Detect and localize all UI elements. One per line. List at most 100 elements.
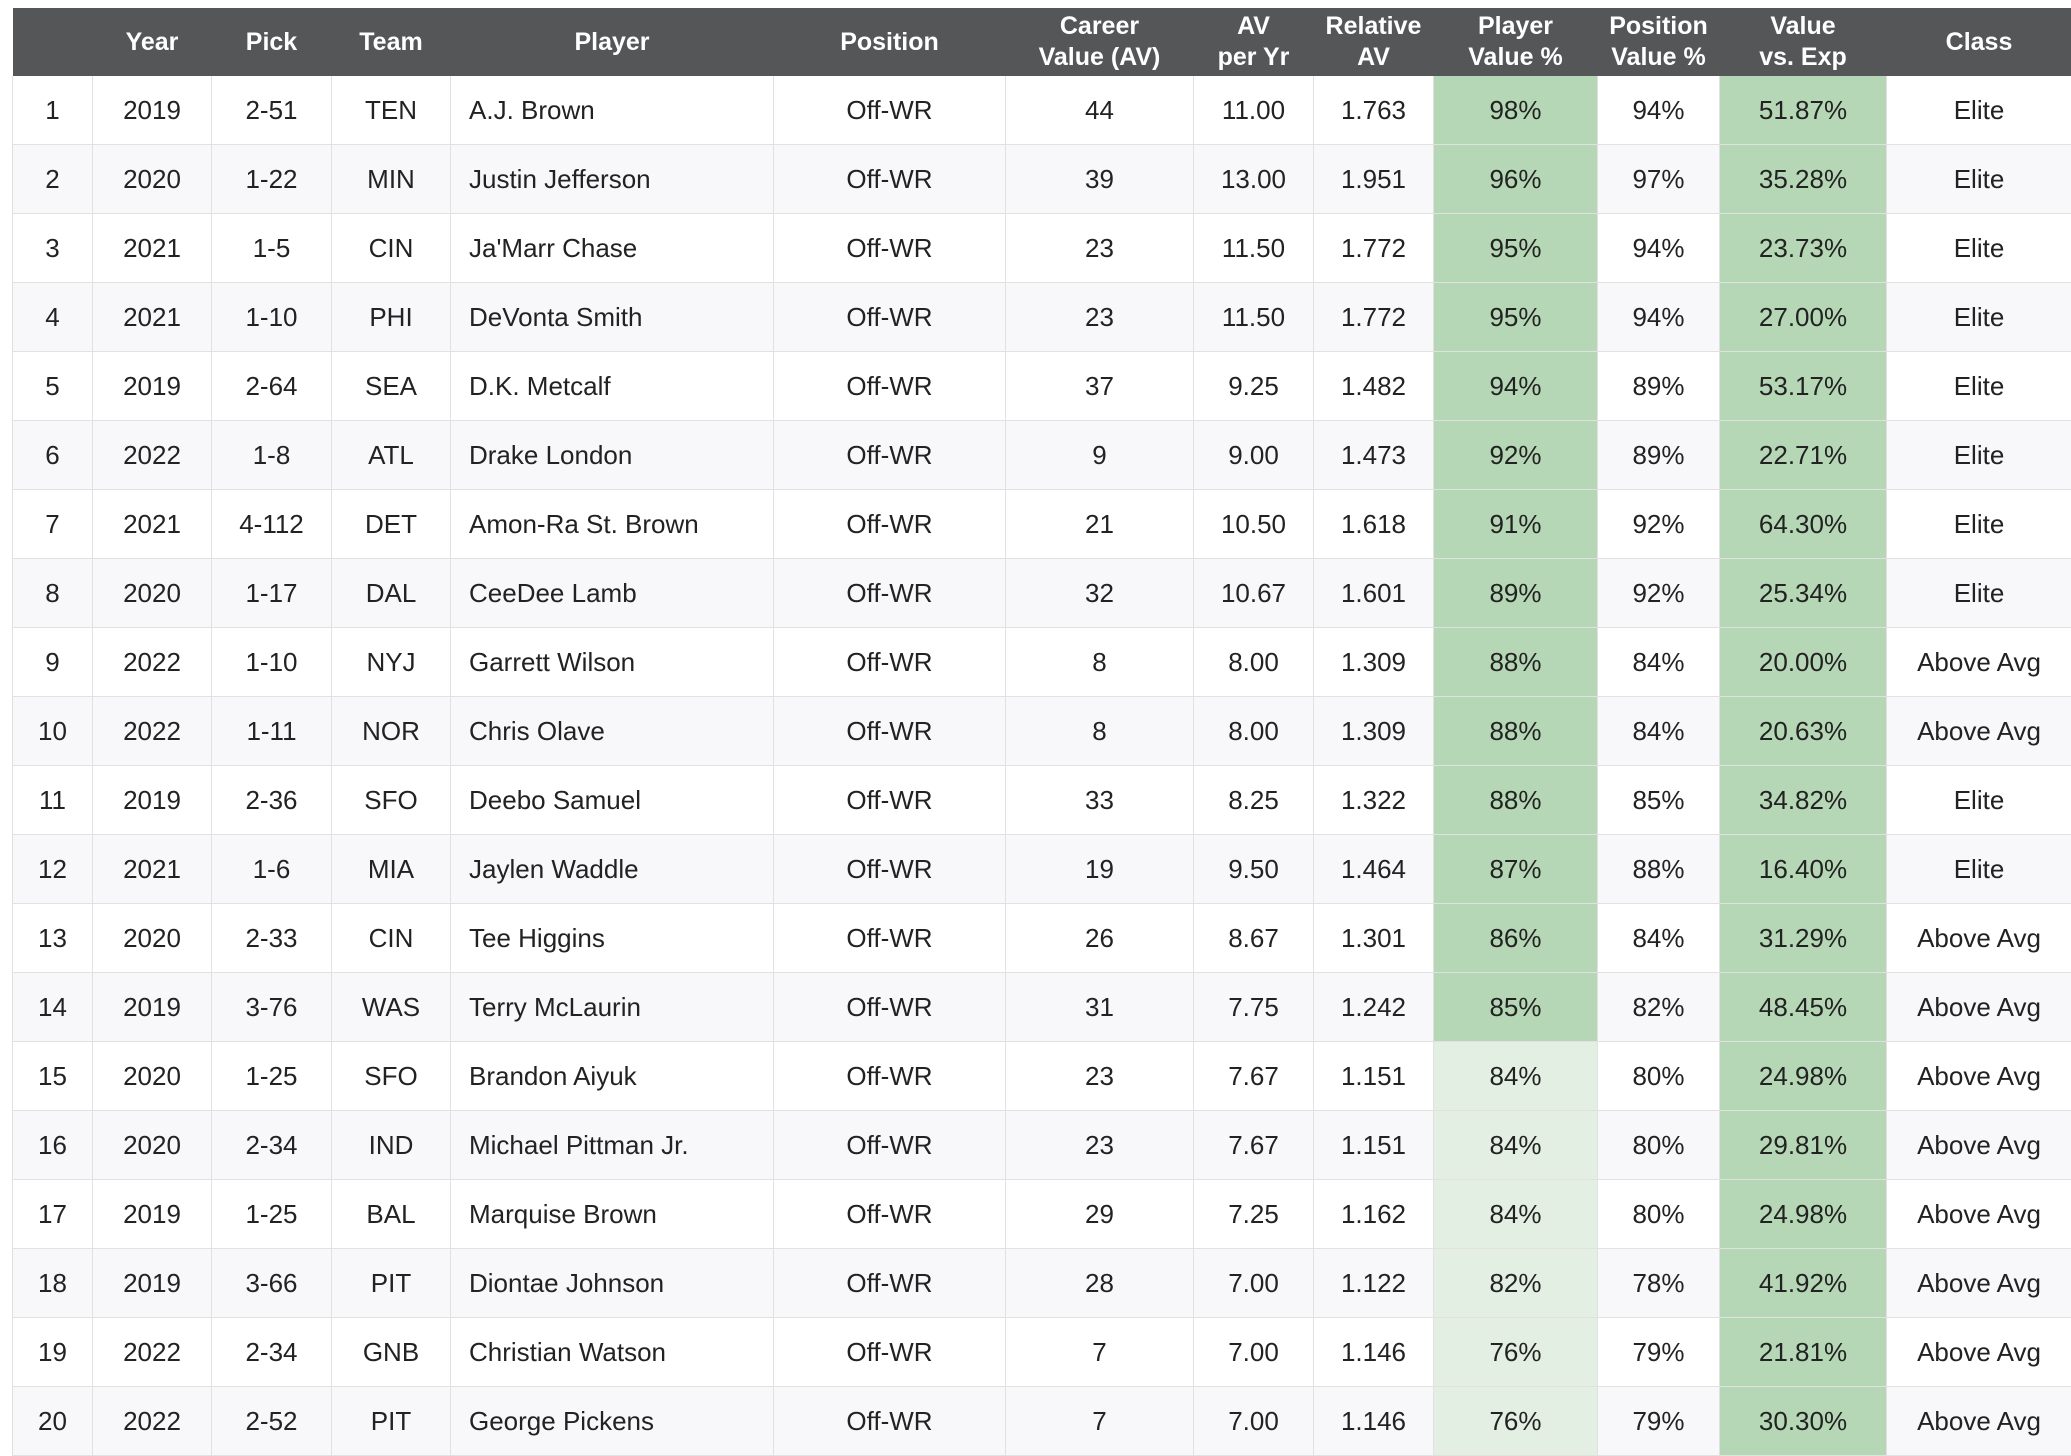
cell-career-value: 39 (1006, 145, 1194, 214)
cell-value-vs-exp: 30.30% (1720, 1387, 1887, 1456)
cell-rank: 18 (13, 1249, 93, 1318)
cell-year: 2022 (93, 1387, 212, 1456)
cell-position: Off-WR (774, 697, 1006, 766)
cell-player: Marquise Brown (451, 1180, 774, 1249)
cell-value-vs-exp: 20.63% (1720, 697, 1887, 766)
cell-av-per-year: 7.67 (1194, 1042, 1314, 1111)
cell-pick: 1-10 (212, 283, 332, 352)
cell-av-per-year: 7.75 (1194, 973, 1314, 1042)
column-header-label: Player (574, 28, 649, 56)
cell-team: NYJ (332, 628, 451, 697)
cell-value-vs-exp: 16.40% (1720, 835, 1887, 904)
cell-pick: 4-112 (212, 490, 332, 559)
cell-value-vs-exp: 21.81% (1720, 1318, 1887, 1387)
cell-value-vs-exp: 53.17% (1720, 352, 1887, 421)
cell-position: Off-WR (774, 559, 1006, 628)
cell-year: 2019 (93, 1249, 212, 1318)
cell-position: Off-WR (774, 283, 1006, 352)
cell-class: Elite (1887, 145, 2071, 214)
cell-team: SEA (332, 352, 451, 421)
cell-rank: 7 (13, 490, 93, 559)
cell-team: PIT (332, 1249, 451, 1318)
cell-position-value-pct: 89% (1598, 421, 1720, 490)
cell-class: Above Avg (1887, 1318, 2071, 1387)
cell-position-value-pct: 80% (1598, 1042, 1720, 1111)
cell-class: Above Avg (1887, 628, 2071, 697)
cell-rank: 4 (13, 283, 93, 352)
cell-career-value: 44 (1006, 76, 1194, 145)
cell-value-vs-exp: 25.34% (1720, 559, 1887, 628)
column-header-rank (13, 8, 93, 76)
cell-rank: 3 (13, 214, 93, 283)
cell-class: Above Avg (1887, 1249, 2071, 1318)
cell-pick: 1-11 (212, 697, 332, 766)
cell-position-value-pct: 80% (1598, 1180, 1720, 1249)
cell-rank: 11 (13, 766, 93, 835)
cell-career-value: 32 (1006, 559, 1194, 628)
column-header-label: Position (1609, 12, 1708, 40)
cell-team: CIN (332, 214, 451, 283)
cell-class: Elite (1887, 421, 2071, 490)
cell-av-per-year: 8.25 (1194, 766, 1314, 835)
cell-pick: 3-76 (212, 973, 332, 1042)
cell-year: 2019 (93, 766, 212, 835)
cell-class: Above Avg (1887, 697, 2071, 766)
column-header-label: Career (1060, 12, 1139, 40)
cell-position: Off-WR (774, 1042, 1006, 1111)
cell-class: Elite (1887, 835, 2071, 904)
cell-class: Elite (1887, 490, 2071, 559)
cell-av-per-year: 9.50 (1194, 835, 1314, 904)
cell-position-value-pct: 79% (1598, 1387, 1720, 1456)
cell-position: Off-WR (774, 145, 1006, 214)
cell-player: Diontae Johnson (451, 1249, 774, 1318)
cell-rank: 5 (13, 352, 93, 421)
cell-team: DET (332, 490, 451, 559)
cell-position: Off-WR (774, 904, 1006, 973)
cell-career-value: 23 (1006, 1042, 1194, 1111)
cell-player: Michael Pittman Jr. (451, 1111, 774, 1180)
cell-av-per-year: 9.00 (1194, 421, 1314, 490)
cell-position: Off-WR (774, 1111, 1006, 1180)
cell-player: Christian Watson (451, 1318, 774, 1387)
cell-team: WAS (332, 973, 451, 1042)
cell-position: Off-WR (774, 835, 1006, 904)
cell-av-per-year: 10.50 (1194, 490, 1314, 559)
cell-year: 2019 (93, 1180, 212, 1249)
cell-team: GNB (332, 1318, 451, 1387)
cell-pick: 1-6 (212, 835, 332, 904)
column-header-position: Position (774, 8, 1006, 76)
cell-relative-av: 1.146 (1314, 1318, 1434, 1387)
cell-player: Drake London (451, 421, 774, 490)
cell-rank: 2 (13, 145, 93, 214)
cell-year: 2021 (93, 283, 212, 352)
cell-relative-av: 1.772 (1314, 283, 1434, 352)
cell-relative-av: 1.464 (1314, 835, 1434, 904)
cell-career-value: 28 (1006, 1249, 1194, 1318)
cell-class: Elite (1887, 214, 2071, 283)
cell-rank: 1 (13, 76, 93, 145)
column-header-label: Pick (246, 28, 297, 56)
cell-position: Off-WR (774, 973, 1006, 1042)
cell-player-value-pct: 84% (1434, 1042, 1598, 1111)
cell-player-value-pct: 95% (1434, 283, 1598, 352)
cell-position: Off-WR (774, 352, 1006, 421)
cell-pick: 2-36 (212, 766, 332, 835)
cell-position: Off-WR (774, 1180, 1006, 1249)
cell-year: 2020 (93, 559, 212, 628)
cell-value-vs-exp: 31.29% (1720, 904, 1887, 973)
cell-value-vs-exp: 34.82% (1720, 766, 1887, 835)
cell-pick: 2-34 (212, 1318, 332, 1387)
column-header-team: Team (332, 8, 451, 76)
cell-pick: 1-25 (212, 1042, 332, 1111)
cell-av-per-year: 11.50 (1194, 214, 1314, 283)
cell-player: D.K. Metcalf (451, 352, 774, 421)
